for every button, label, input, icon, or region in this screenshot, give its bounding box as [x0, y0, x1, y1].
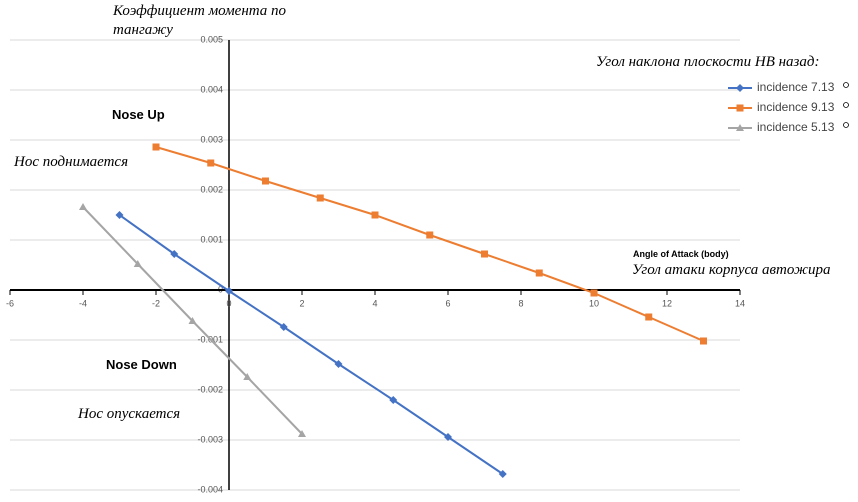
- y-tick-label: 0.004: [200, 84, 223, 94]
- point: [736, 84, 744, 92]
- point: [152, 143, 160, 151]
- legend-label: incidence 9.13: [757, 100, 835, 114]
- legend-label: incidence 5.13: [757, 120, 835, 134]
- legend-label: incidence 7.13: [757, 80, 835, 94]
- point: [262, 177, 269, 185]
- x-tick-label: 2: [299, 298, 304, 308]
- y-tick-label: 0.003: [200, 134, 223, 144]
- y-tick-label: 0.001: [200, 234, 223, 244]
- y-tick-label: -0.004: [197, 484, 223, 494]
- point: [700, 337, 707, 345]
- point: [316, 194, 324, 202]
- y-tick-label: 0.005: [200, 34, 223, 44]
- point: [371, 211, 379, 219]
- point: [170, 250, 179, 258]
- point: [535, 269, 543, 277]
- annotation: Nose Up: [112, 107, 165, 122]
- point: [590, 289, 598, 297]
- x-tick-label: -2: [152, 298, 160, 308]
- y-tick-label: -0.002: [197, 384, 223, 394]
- x-tick-label: 12: [662, 298, 672, 308]
- degree-sign: [843, 122, 849, 128]
- annotation: Нос опускается: [78, 406, 181, 422]
- x-axis-label: Angle of Attack (body): [633, 249, 729, 259]
- point: [334, 360, 343, 368]
- legend-title: Угол наклона плоскости НВ назад:: [596, 54, 820, 70]
- series-line: [118, 214, 504, 475]
- point: [225, 287, 233, 295]
- point: [243, 373, 252, 380]
- annotation: Nose Down: [106, 357, 177, 372]
- point: [207, 159, 215, 167]
- x-tick-label: 14: [735, 298, 745, 308]
- x-tick-label: 6: [445, 298, 450, 308]
- annotation: Нос поднимается: [14, 154, 129, 170]
- x-tick-label: 4: [372, 298, 377, 308]
- point: [645, 313, 653, 321]
- x-tick-label: 0: [226, 298, 231, 308]
- point: [444, 433, 452, 441]
- x-axis-label: Угол атаки корпуса автожира: [632, 262, 831, 278]
- point: [79, 203, 87, 210]
- x-tick-label: 8: [518, 298, 523, 308]
- x-tick-label: -4: [79, 298, 87, 308]
- point: [115, 211, 124, 219]
- y-tick-label: -0.003: [197, 434, 223, 444]
- degree-sign: [843, 82, 849, 88]
- series-line: [155, 146, 704, 342]
- degree-sign: [843, 102, 849, 108]
- point: [133, 260, 142, 267]
- point: [498, 470, 507, 478]
- x-tick-label: 10: [589, 298, 599, 308]
- point: [279, 323, 288, 331]
- point: [298, 430, 306, 437]
- point: [426, 231, 434, 239]
- y-tick-label: 0.002: [200, 184, 223, 194]
- point: [736, 104, 744, 112]
- point: [481, 250, 488, 258]
- x-tick-label: -6: [6, 298, 14, 308]
- point: [389, 396, 398, 404]
- point: [188, 317, 197, 324]
- chart-title: Коэффициент момента по тангажу: [113, 3, 287, 38]
- point: [736, 124, 744, 131]
